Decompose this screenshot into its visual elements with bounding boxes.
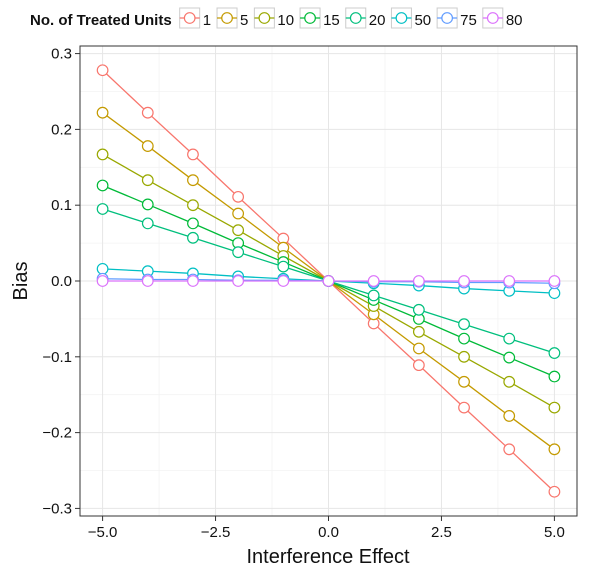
legend-label: 5 (240, 12, 248, 29)
legend-key-point (349, 12, 362, 24)
y-axis: −0.3 −0.2 −0.1 0.0 0.1 0.2 0.3 (42, 46, 80, 517)
data-point (412, 342, 425, 355)
x-axis: −5.0 −2.5 0.0 2.5 5.0 (88, 516, 565, 541)
data-point (458, 350, 470, 363)
data-point (548, 443, 561, 456)
legend-label: 75 (460, 12, 477, 29)
data-point (141, 106, 154, 119)
y-tick-label: 0.2 (51, 121, 72, 138)
legend-item-15: 15 (299, 7, 340, 29)
data-point (412, 303, 425, 316)
data-point (96, 148, 109, 161)
legend-label: 10 (277, 12, 294, 29)
legend-item-1: 1 (179, 7, 211, 29)
y-tick-label: 0.3 (51, 46, 72, 63)
data-point (412, 275, 425, 287)
data-point (277, 260, 290, 273)
x-tick-label: 0.0 (318, 524, 339, 541)
data-point (187, 148, 199, 161)
legend: No. of Treated Units 1 5 10 15 20 50 75 80 (30, 7, 523, 29)
data-point (187, 217, 199, 230)
data-point (367, 289, 380, 302)
legend-label: 15 (323, 12, 340, 29)
data-point (548, 347, 561, 359)
data-point (96, 179, 109, 192)
y-tick-label: 0.0 (51, 273, 72, 290)
data-point (96, 106, 109, 119)
data-point (187, 174, 199, 187)
data-point (367, 275, 380, 287)
data-point (322, 275, 335, 287)
x-tick-label: −5.0 (88, 524, 118, 541)
data-point (458, 332, 470, 345)
legend-item-10: 10 (253, 7, 294, 29)
legend-key-point (441, 12, 454, 24)
data-point (232, 224, 245, 237)
data-point (548, 401, 561, 414)
legend-item-50: 50 (390, 7, 431, 29)
data-point (503, 443, 516, 456)
legend-label: 50 (414, 12, 431, 29)
data-point (141, 174, 154, 187)
legend-key-point (395, 12, 408, 24)
legend-key-point (221, 12, 233, 24)
data-point (141, 275, 154, 287)
data-point (458, 275, 470, 287)
x-tick-label: −2.5 (201, 524, 231, 541)
x-axis-title: Interference Effect (246, 546, 410, 568)
data-point (96, 203, 109, 215)
y-axis-title: Bias (10, 262, 32, 301)
data-point (548, 370, 561, 383)
data-point (548, 275, 561, 287)
y-tick-label: −0.1 (42, 349, 72, 366)
legend-title: No. of Treated Units (30, 12, 172, 29)
data-point (96, 275, 109, 287)
data-point (503, 351, 516, 364)
data-point (548, 287, 561, 300)
series-layer (96, 64, 561, 498)
legend-item-80: 80 (482, 7, 523, 29)
legend-key-point (304, 12, 316, 24)
y-tick-label: −0.2 (42, 425, 72, 442)
data-point (187, 199, 199, 212)
data-point (458, 401, 470, 414)
x-tick-label: 2.5 (431, 524, 452, 541)
data-point (96, 262, 109, 275)
legend-key-point (183, 12, 196, 24)
legend-key-point (486, 12, 499, 24)
data-point (458, 318, 470, 331)
legend-label: 1 (203, 12, 211, 29)
data-point (412, 325, 425, 338)
legend-label: 20 (369, 12, 386, 29)
y-tick-label: −0.3 (42, 500, 72, 517)
data-point (503, 410, 516, 422)
data-point (232, 207, 245, 220)
data-point (141, 198, 154, 211)
data-point (503, 275, 516, 287)
data-point (232, 246, 245, 259)
data-point (412, 359, 425, 372)
data-point (141, 140, 154, 152)
data-point (503, 375, 516, 388)
x-tick-label: 5.0 (544, 524, 565, 541)
data-point (96, 64, 109, 77)
data-point (548, 485, 561, 498)
series-80 (96, 275, 561, 287)
y-tick-label: 0.1 (51, 197, 72, 214)
data-point (187, 231, 199, 244)
data-point (458, 375, 470, 388)
legend-label: 80 (506, 12, 523, 29)
legend-item-75: 75 (436, 7, 477, 29)
data-point (232, 190, 245, 203)
data-point (141, 217, 154, 230)
data-point (277, 275, 290, 287)
legend-key-point (258, 12, 271, 24)
data-point (503, 332, 516, 345)
data-point (187, 275, 199, 287)
legend-item-20: 20 (345, 7, 386, 29)
legend-item-5: 5 (216, 7, 248, 29)
data-point (232, 275, 245, 287)
